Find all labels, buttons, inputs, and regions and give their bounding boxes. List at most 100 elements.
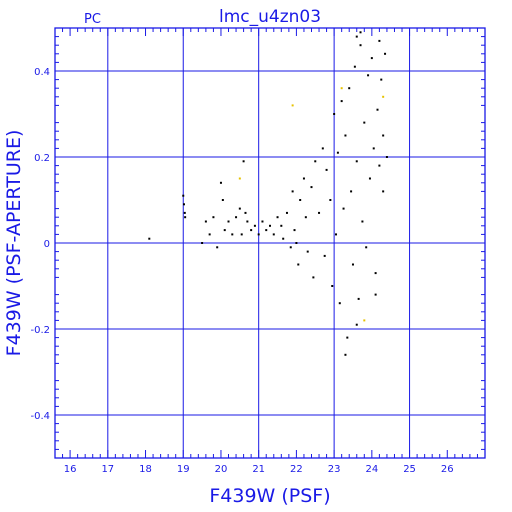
data-point (382, 134, 385, 137)
data-point (183, 203, 185, 206)
data-point (261, 220, 264, 223)
data-point (240, 233, 243, 236)
data-point (306, 250, 309, 253)
data-point (221, 199, 224, 201)
data-point (182, 194, 185, 197)
data-point (378, 164, 381, 167)
data-point (336, 151, 339, 154)
data-point (238, 207, 241, 210)
data-point (359, 31, 362, 34)
data-point (272, 233, 275, 236)
data-point (148, 237, 151, 240)
data-point (329, 199, 332, 201)
data-point (350, 190, 353, 193)
data-point (384, 52, 387, 55)
data-point (235, 216, 238, 219)
data-point (184, 216, 187, 219)
data-point (216, 246, 219, 249)
data-point (227, 220, 230, 223)
x-tick-label: 21 (252, 464, 265, 475)
data-point (355, 323, 358, 326)
y-tick-label: -0.4 (30, 411, 50, 422)
data-point (246, 220, 249, 223)
data-point (310, 186, 313, 189)
data-point (331, 285, 334, 287)
highlight-point (291, 104, 294, 107)
data-point (357, 297, 360, 300)
data-point (312, 276, 315, 279)
data-point (348, 87, 351, 90)
data-point (355, 35, 358, 38)
data-point (338, 302, 341, 305)
data-point (365, 246, 368, 249)
x-tick-label: 17 (101, 464, 114, 475)
data-point (295, 242, 298, 244)
data-point (253, 224, 256, 227)
data-point (367, 74, 370, 77)
data-point (372, 147, 375, 150)
data-point (325, 168, 328, 171)
chart-title: lmc_u4zn03 (219, 7, 321, 27)
data-point (361, 220, 364, 223)
y-tick-label: 0 (44, 239, 50, 250)
data-point (212, 216, 215, 219)
points-layer (148, 31, 388, 356)
data-point (285, 211, 288, 214)
x-tick-label: 26 (441, 464, 454, 475)
x-tick-label: 16 (64, 464, 77, 475)
data-point (374, 293, 377, 296)
data-point (219, 181, 222, 184)
data-point (363, 121, 366, 124)
x-axis-label: F439W (PSF) (209, 485, 330, 507)
data-point (276, 216, 279, 219)
data-point (353, 65, 356, 68)
data-point (323, 254, 326, 257)
data-point (289, 246, 292, 249)
data-point (351, 263, 354, 266)
data-point (208, 233, 211, 236)
data-point (385, 156, 388, 158)
data-point (368, 177, 371, 180)
data-point (355, 160, 358, 163)
data-point (257, 233, 260, 236)
highlight-point (382, 95, 385, 98)
x-tick-label: 22 (290, 464, 303, 475)
data-point (378, 39, 381, 42)
x-tick-label: 24 (365, 464, 378, 475)
data-point (376, 108, 379, 111)
data-point (335, 233, 338, 236)
data-point (382, 190, 385, 193)
x-tick-label: 25 (403, 464, 416, 475)
data-point (293, 229, 296, 232)
y-tick-label: 0.2 (34, 153, 50, 164)
data-point (297, 263, 300, 266)
data-point (183, 211, 186, 214)
data-point (370, 57, 373, 60)
data-point (304, 216, 307, 219)
data-point (302, 177, 305, 180)
data-point (340, 100, 343, 103)
data-point (344, 134, 347, 137)
x-tick-label: 23 (328, 464, 341, 475)
y-tick-label: 0.4 (34, 67, 50, 78)
data-point (346, 336, 349, 339)
data-point (299, 199, 302, 201)
data-point (242, 160, 245, 163)
data-point (204, 220, 207, 223)
data-point (374, 272, 377, 275)
data-point (265, 229, 268, 232)
data-point (280, 224, 283, 227)
x-tick-label: 19 (177, 464, 190, 475)
data-point (291, 190, 294, 193)
data-point (333, 113, 336, 115)
data-point (342, 207, 345, 210)
data-point (250, 229, 253, 232)
x-tick-label: 18 (139, 464, 152, 475)
data-point (231, 233, 234, 236)
highlight-point (238, 177, 241, 180)
ticks-layer: 16 17 18 19 20 21 22 23 24 25 26 0.4 0.2 0 -0.2 -0.4 (30, 28, 485, 475)
data-point (201, 242, 204, 244)
data-point (344, 353, 347, 356)
data-point (269, 224, 271, 227)
